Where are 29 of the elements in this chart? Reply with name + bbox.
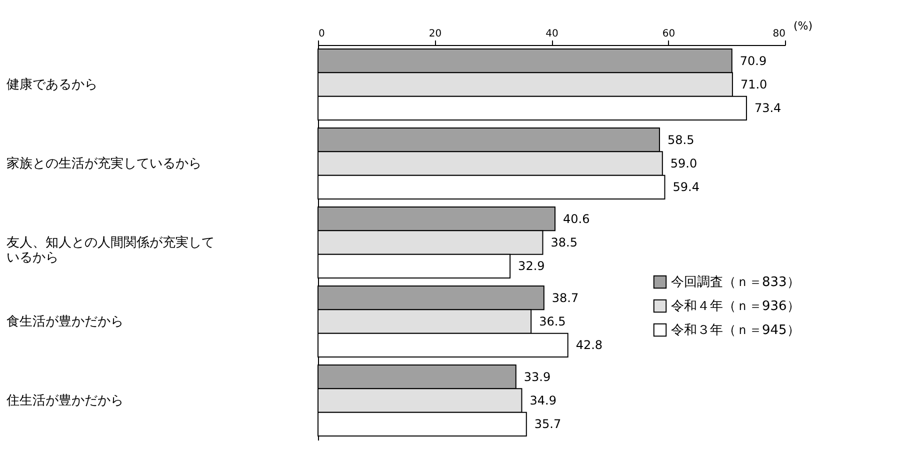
data-label: 35.7 — [534, 417, 562, 432]
data-label: 58.5 — [667, 132, 694, 147]
data-label: 59.4 — [672, 180, 700, 194]
x-tick-label: 80 — [772, 28, 786, 40]
y-tick-label: 友人、知人との人間関係が充実しているから — [6, 234, 214, 266]
data-label: 40.6 — [563, 212, 590, 226]
x-tick-label: 20 — [428, 28, 442, 40]
data-label: 38.5 — [550, 236, 578, 250]
y-tick-label: 健康であるから — [6, 78, 98, 92]
data-label: 34.9 — [530, 394, 556, 408]
legend-label: 令和４年（ｎ＝936） — [671, 299, 800, 314]
x-tick-label: 60 — [662, 28, 676, 40]
data-label: 59.0 — [670, 156, 698, 170]
data-label: 33.9 — [524, 370, 551, 384]
data-label: 71.0 — [740, 78, 768, 92]
data-label: 32.9 — [518, 259, 545, 274]
data-label: 73.4 — [754, 101, 782, 116]
data-label: 36.5 — [539, 314, 566, 328]
y-tick-label: 住生活が豊かだから — [6, 394, 124, 408]
data-label: 38.7 — [552, 290, 579, 305]
x-tick-label: 0 — [318, 28, 325, 40]
x-tick-label: 40 — [546, 28, 558, 40]
y-tick-label: 家族との生活が充実しているから — [6, 156, 202, 172]
y-tick-label: 食生活が豊かだから — [6, 314, 124, 330]
x-axis-title: (%) — [794, 20, 813, 32]
legend-label: 今回調査（ｎ＝833） — [671, 275, 800, 290]
data-label: 42.8 — [576, 338, 603, 352]
legend-label: 令和３年（ｎ＝945） — [671, 323, 800, 338]
data-label: 70.9 — [740, 54, 767, 68]
